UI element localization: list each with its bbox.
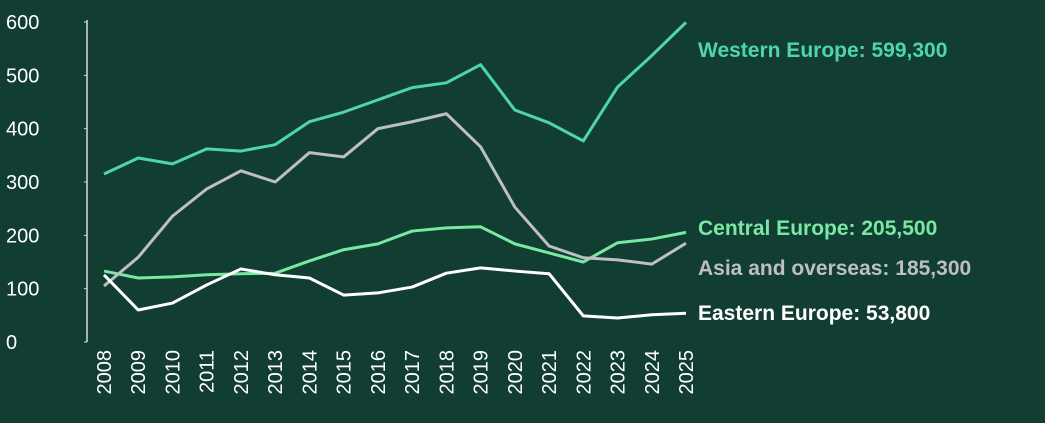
series-line xyxy=(102,266,687,320)
x-tick-label: 2008 xyxy=(94,350,116,395)
series-line xyxy=(103,21,688,176)
series-line xyxy=(103,112,687,288)
x-tick-label: 2022 xyxy=(573,350,595,395)
x-tick-label: 2013 xyxy=(265,350,287,395)
y-tick-label: 400 xyxy=(6,119,39,141)
x-tick-label: 2011 xyxy=(197,350,219,393)
x-tick-label: 2012 xyxy=(231,350,253,395)
x-tick-label: 2023 xyxy=(608,350,630,395)
y-tick-label: 600 xyxy=(6,12,39,34)
y-tick-label: 200 xyxy=(6,225,39,247)
series-label: Central Europe: 205,500 xyxy=(698,217,937,240)
x-tick-label: 2009 xyxy=(128,350,150,395)
y-tick-label: 100 xyxy=(6,279,39,301)
x-tick-label: 2014 xyxy=(299,350,321,395)
x-tick-label: 2025 xyxy=(676,350,698,395)
x-tick-label: 2015 xyxy=(334,350,356,395)
series-label: Asia and overseas: 185,300 xyxy=(698,257,971,280)
y-tick-label: 300 xyxy=(6,172,39,194)
x-tick-label: 2020 xyxy=(505,350,527,395)
series-label: Western Europe: 599,300 xyxy=(698,39,947,62)
x-tick-label: 2018 xyxy=(436,350,458,395)
x-tick-label: 2024 xyxy=(642,350,664,395)
x-tick-label: 2016 xyxy=(368,350,390,395)
x-tick-label: 2010 xyxy=(162,350,184,395)
y-tick-label: 500 xyxy=(6,65,39,87)
series-label: Eastern Europe: 53,800 xyxy=(698,302,930,325)
x-tick-label: 2017 xyxy=(402,350,424,395)
y-tick-label: 0 xyxy=(6,332,17,354)
x-tick-label: 2021 xyxy=(539,350,561,395)
x-tick-label: 2019 xyxy=(471,350,493,395)
